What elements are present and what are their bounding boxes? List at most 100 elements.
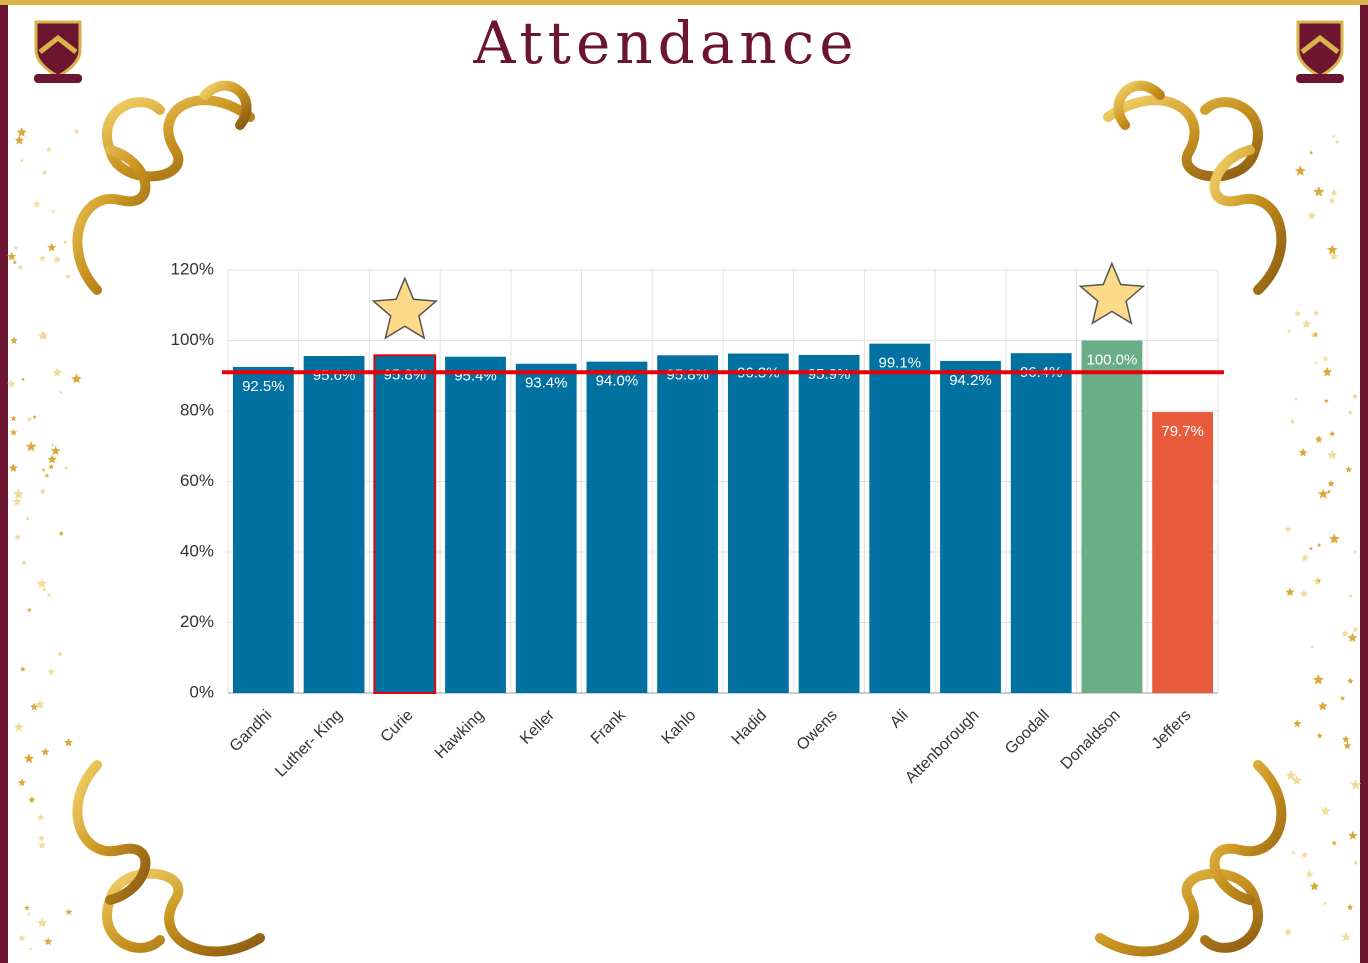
- x-tick-label: Goodall: [1002, 707, 1053, 758]
- decor-star: [1313, 310, 1320, 316]
- x-tick-label: Jeffers: [1149, 707, 1195, 753]
- decor-star: [21, 377, 25, 381]
- border: [0, 0, 1368, 5]
- x-tick-label: Attenborough: [902, 707, 982, 787]
- decor-star: [14, 533, 21, 540]
- crest: [34, 22, 82, 83]
- decor-star: [1295, 165, 1306, 175]
- x-tick-label: Kahlo: [658, 707, 699, 748]
- decor-star: [73, 128, 79, 134]
- x-tick-label: Gandhi: [227, 707, 276, 756]
- decor-star: [1341, 932, 1351, 941]
- decor-star: [1299, 448, 1308, 457]
- slide: Attendance 0%20%40%60%80%100%120%92.5%Ga…: [0, 0, 1368, 963]
- bar: [1152, 412, 1213, 693]
- decor-star: [7, 380, 16, 388]
- decor-star: [59, 390, 63, 394]
- decor-star: [24, 753, 34, 763]
- data-label: 100.0%: [1086, 351, 1137, 368]
- decor-star: [51, 443, 55, 447]
- data-label: 99.1%: [879, 355, 922, 372]
- bar: [1082, 341, 1143, 694]
- bar: [374, 355, 435, 693]
- decor-star: [1329, 533, 1340, 543]
- y-tick-label: 20%: [180, 612, 214, 631]
- border: [1360, 0, 1368, 963]
- decor-star: [45, 473, 50, 478]
- decor-star: [1318, 489, 1329, 499]
- decor-star: [47, 454, 57, 463]
- decor-star: [24, 905, 30, 910]
- decor-star: [10, 415, 16, 421]
- y-tick-label: 40%: [180, 541, 214, 560]
- decor-star: [1347, 904, 1354, 910]
- decor-star: [33, 200, 41, 207]
- decor-star: [1305, 870, 1313, 878]
- data-label: 94.0%: [596, 373, 639, 390]
- decor-star: [7, 252, 16, 261]
- decor-star: [1351, 393, 1358, 400]
- decor-star: [1348, 594, 1352, 598]
- decor-star: [32, 415, 36, 419]
- crest: [1296, 22, 1344, 83]
- decor-star: [38, 835, 45, 842]
- decor-star: [20, 666, 26, 671]
- decor-star: [64, 738, 73, 747]
- decor-star: [1315, 435, 1323, 443]
- decor-star: [26, 516, 31, 520]
- decor-star: [39, 255, 46, 262]
- decor-star: [44, 937, 53, 945]
- bar: [445, 357, 506, 693]
- decor-star: [17, 127, 27, 137]
- decor-star: [1335, 140, 1340, 145]
- data-label: 95.8%: [384, 366, 427, 383]
- decor-star: [65, 909, 72, 916]
- decor-star: [1310, 645, 1315, 649]
- decor-star: [47, 668, 55, 675]
- y-tick-label: 60%: [180, 471, 214, 490]
- decor-star: [1318, 701, 1328, 710]
- decor-star: [27, 912, 31, 916]
- decor-star: [17, 264, 23, 270]
- decor-star: [65, 273, 71, 279]
- decor-star: [1343, 742, 1351, 750]
- decor-star: [1353, 860, 1359, 865]
- decor-star: [18, 934, 25, 941]
- decor-star: [38, 841, 46, 849]
- decor-star: [71, 373, 82, 383]
- bar: [869, 344, 930, 693]
- x-tick-label: Hadid: [729, 707, 771, 749]
- decor-star: [41, 748, 49, 756]
- decor-star: [46, 147, 52, 153]
- chart-title: Attendance: [472, 9, 858, 77]
- decor-star: [51, 446, 61, 455]
- decor-star: [1294, 397, 1299, 401]
- decor-star: [1309, 546, 1313, 550]
- decor-star: [1342, 735, 1350, 742]
- decor-star: [20, 158, 24, 162]
- decor-star: [1293, 719, 1301, 727]
- decor-star: [1294, 310, 1301, 317]
- decor-star: [1301, 851, 1308, 858]
- decor-star: [10, 337, 18, 344]
- decor-star: [1348, 633, 1358, 642]
- decor-star: [1284, 526, 1291, 533]
- decor-star: [26, 416, 32, 422]
- y-tick-label: 80%: [180, 400, 214, 419]
- decor-star: [1316, 733, 1322, 739]
- data-label: 79.7%: [1161, 423, 1204, 440]
- decor-star: [1327, 480, 1334, 487]
- decor-star: [1301, 554, 1309, 562]
- decor-star: [57, 651, 63, 657]
- decor-star: [48, 464, 54, 470]
- decor-star: [1322, 355, 1328, 361]
- decor-star: [1317, 543, 1321, 547]
- decor-star: [1353, 550, 1357, 554]
- decor-star: [1300, 589, 1309, 597]
- decor-star: [13, 488, 24, 499]
- decor-star: [42, 587, 47, 591]
- decor-star: [37, 578, 48, 588]
- decor-star: [1291, 850, 1295, 854]
- decor-star: [29, 947, 33, 951]
- decor-star: [1287, 329, 1292, 334]
